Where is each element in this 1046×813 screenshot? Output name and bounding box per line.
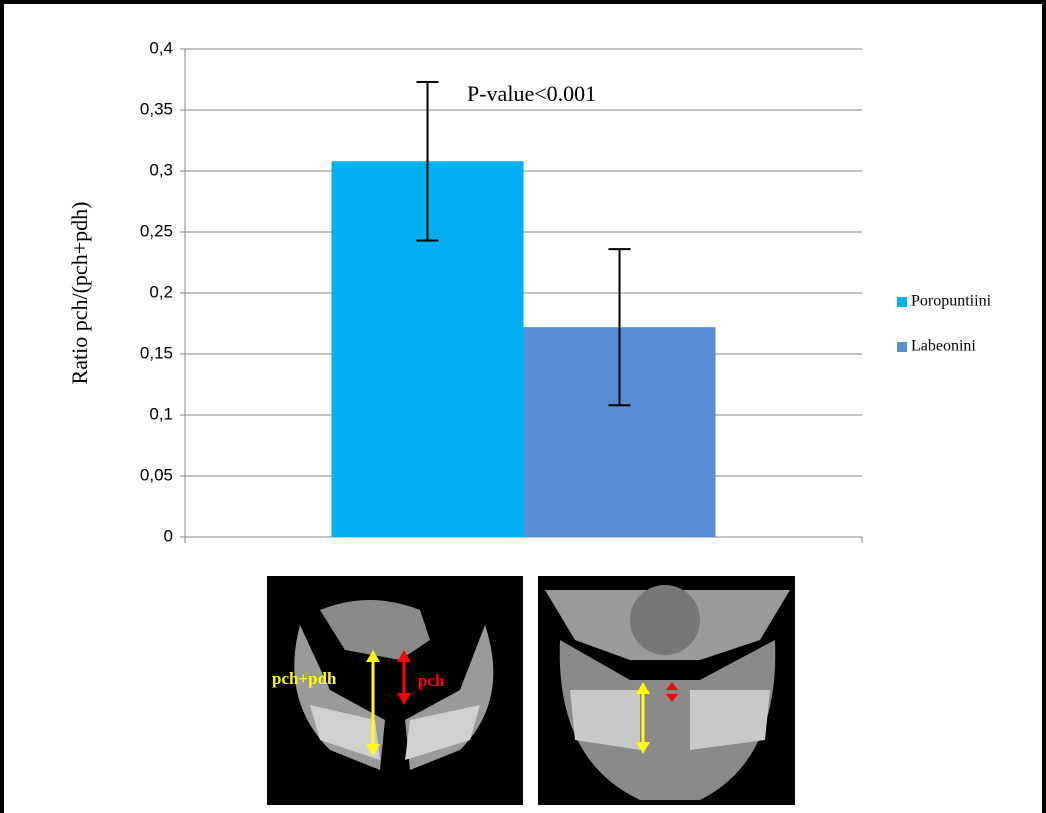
photo-label: pch+pdh [272,669,337,688]
legend-label: Labeonini [911,338,976,355]
legend-label: Poropuntiini [911,293,992,310]
photo-left [267,576,523,805]
photo-label: pch [418,671,445,690]
y-axis-label: Ratio pch/(pch+pdh) [67,202,92,385]
photo-right [538,576,795,805]
y-tick-label: 0,2 [149,282,173,301]
y-tick-label: 0,25 [140,221,173,240]
y-tick-label: 0,1 [149,404,173,423]
y-tick-label: 0,15 [140,343,173,362]
y-tick-label: 0,05 [140,465,173,484]
y-tick-label: 0 [164,526,173,545]
y-tick-label: 0,4 [149,38,173,57]
y-tick-label: 0,3 [149,160,173,179]
annotation: P-value<0.001 [467,81,596,106]
legend-swatch [897,342,907,352]
plot-area: 0 0,05 0,1 0,15 0,2 0,25 0,3 0,35 0,4 Poropuntiin… [140,38,992,545]
legend-swatch [897,297,907,307]
chart: 0 0,05 0,1 0,15 0,2 0,25 0,3 0,35 0,4 Poropuntiin… [0,0,1046,813]
y-tick-label: 0,35 [140,99,173,118]
